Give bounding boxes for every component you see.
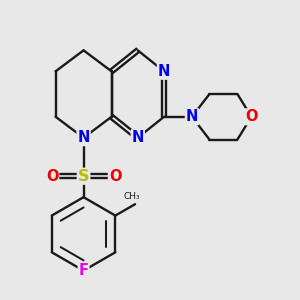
Text: O: O [46,169,58,184]
Text: O: O [245,109,258,124]
Text: CH₃: CH₃ [123,192,140,201]
Text: F: F [79,263,88,278]
Text: N: N [186,109,198,124]
Text: S: S [78,169,89,184]
Text: O: O [109,169,121,184]
Text: N: N [158,64,170,79]
Text: N: N [77,130,90,145]
Text: N: N [132,130,144,145]
